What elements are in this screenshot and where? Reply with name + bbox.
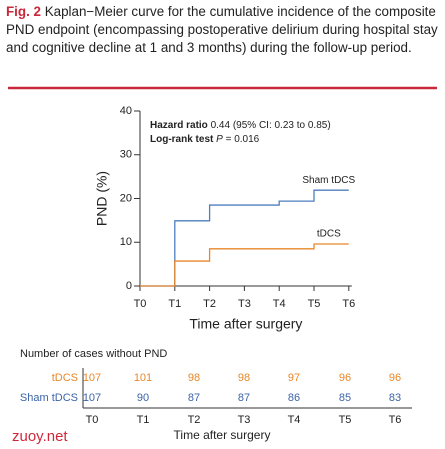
risk-value: 90: [137, 392, 149, 404]
risk-value: 96: [339, 372, 351, 384]
hazard-label: Hazard ratio: [150, 120, 208, 131]
x-tick-label: T2: [203, 298, 216, 310]
x-tick-label: T6: [342, 298, 355, 310]
x-tick-label: T1: [168, 298, 181, 310]
risk-value: 87: [188, 392, 200, 404]
step-line: [140, 243, 349, 287]
y-tick-label: 0: [126, 280, 132, 292]
series-label: tDCS: [317, 229, 341, 240]
risk-x-label: T5: [339, 414, 352, 426]
risk-value: 96: [389, 372, 401, 384]
y-tick-label: 40: [120, 105, 132, 117]
y-axis-title: PND (%): [94, 171, 110, 226]
x-tick-label: T0: [134, 298, 147, 310]
figure-caption: Fig. 2 Kaplan−Meier curve for the cumula…: [6, 3, 438, 57]
risk-value: 85: [339, 392, 351, 404]
caption-text: Kaplan−Meier curve for the cumulative in…: [6, 4, 438, 55]
logrank-p: P: [216, 134, 223, 145]
hazard-value: 0.44 (95% CI: 0.23 to 0.85): [211, 120, 331, 131]
risk-value: 86: [288, 392, 300, 404]
risk-value: 87: [238, 392, 250, 404]
figure-label: Fig. 2: [6, 4, 41, 19]
y-tick-label: 30: [120, 149, 132, 161]
risk-x-label: T3: [238, 414, 251, 426]
risk-value: 83: [389, 392, 401, 404]
risk-row-label: tDCS: [52, 372, 78, 384]
logrank-label: Log-rank test: [150, 134, 214, 145]
risk-value: 107: [83, 392, 101, 404]
watermark: zuoy.net: [12, 428, 68, 445]
risk-value: 98: [238, 372, 250, 384]
y-tick-label: 10: [120, 236, 132, 248]
risk-value: 107: [83, 372, 101, 384]
risk-x-title: Time after surgery: [174, 428, 271, 442]
risk-table-title: Number of cases without PND: [20, 348, 167, 360]
x-tick-label: T3: [238, 298, 251, 310]
risk-x-label: T2: [188, 414, 201, 426]
risk-x-label: T4: [288, 414, 301, 426]
risk-x-label: T6: [389, 414, 402, 426]
x-tick-label: T4: [273, 298, 286, 310]
logrank-value: = 0.016: [226, 134, 260, 145]
x-axis-title: Time after surgery: [189, 316, 302, 332]
logrank-annotation: Log-rank test P = 0.016: [150, 134, 260, 145]
step-line: [140, 189, 349, 287]
risk-value: 98: [188, 372, 200, 384]
risk-value: 97: [288, 372, 300, 384]
risk-x-label: T1: [137, 414, 150, 426]
x-tick-label: T5: [308, 298, 321, 310]
y-tick-label: 20: [120, 192, 132, 204]
hazard-annotation: Hazard ratio 0.44 (95% CI: 0.23 to 0.85): [150, 120, 331, 131]
series-label: Sham tDCS: [302, 175, 355, 186]
risk-x-label: T0: [86, 414, 99, 426]
risk-row-label: Sham tDCS: [20, 392, 78, 404]
risk-value: 101: [134, 372, 152, 384]
